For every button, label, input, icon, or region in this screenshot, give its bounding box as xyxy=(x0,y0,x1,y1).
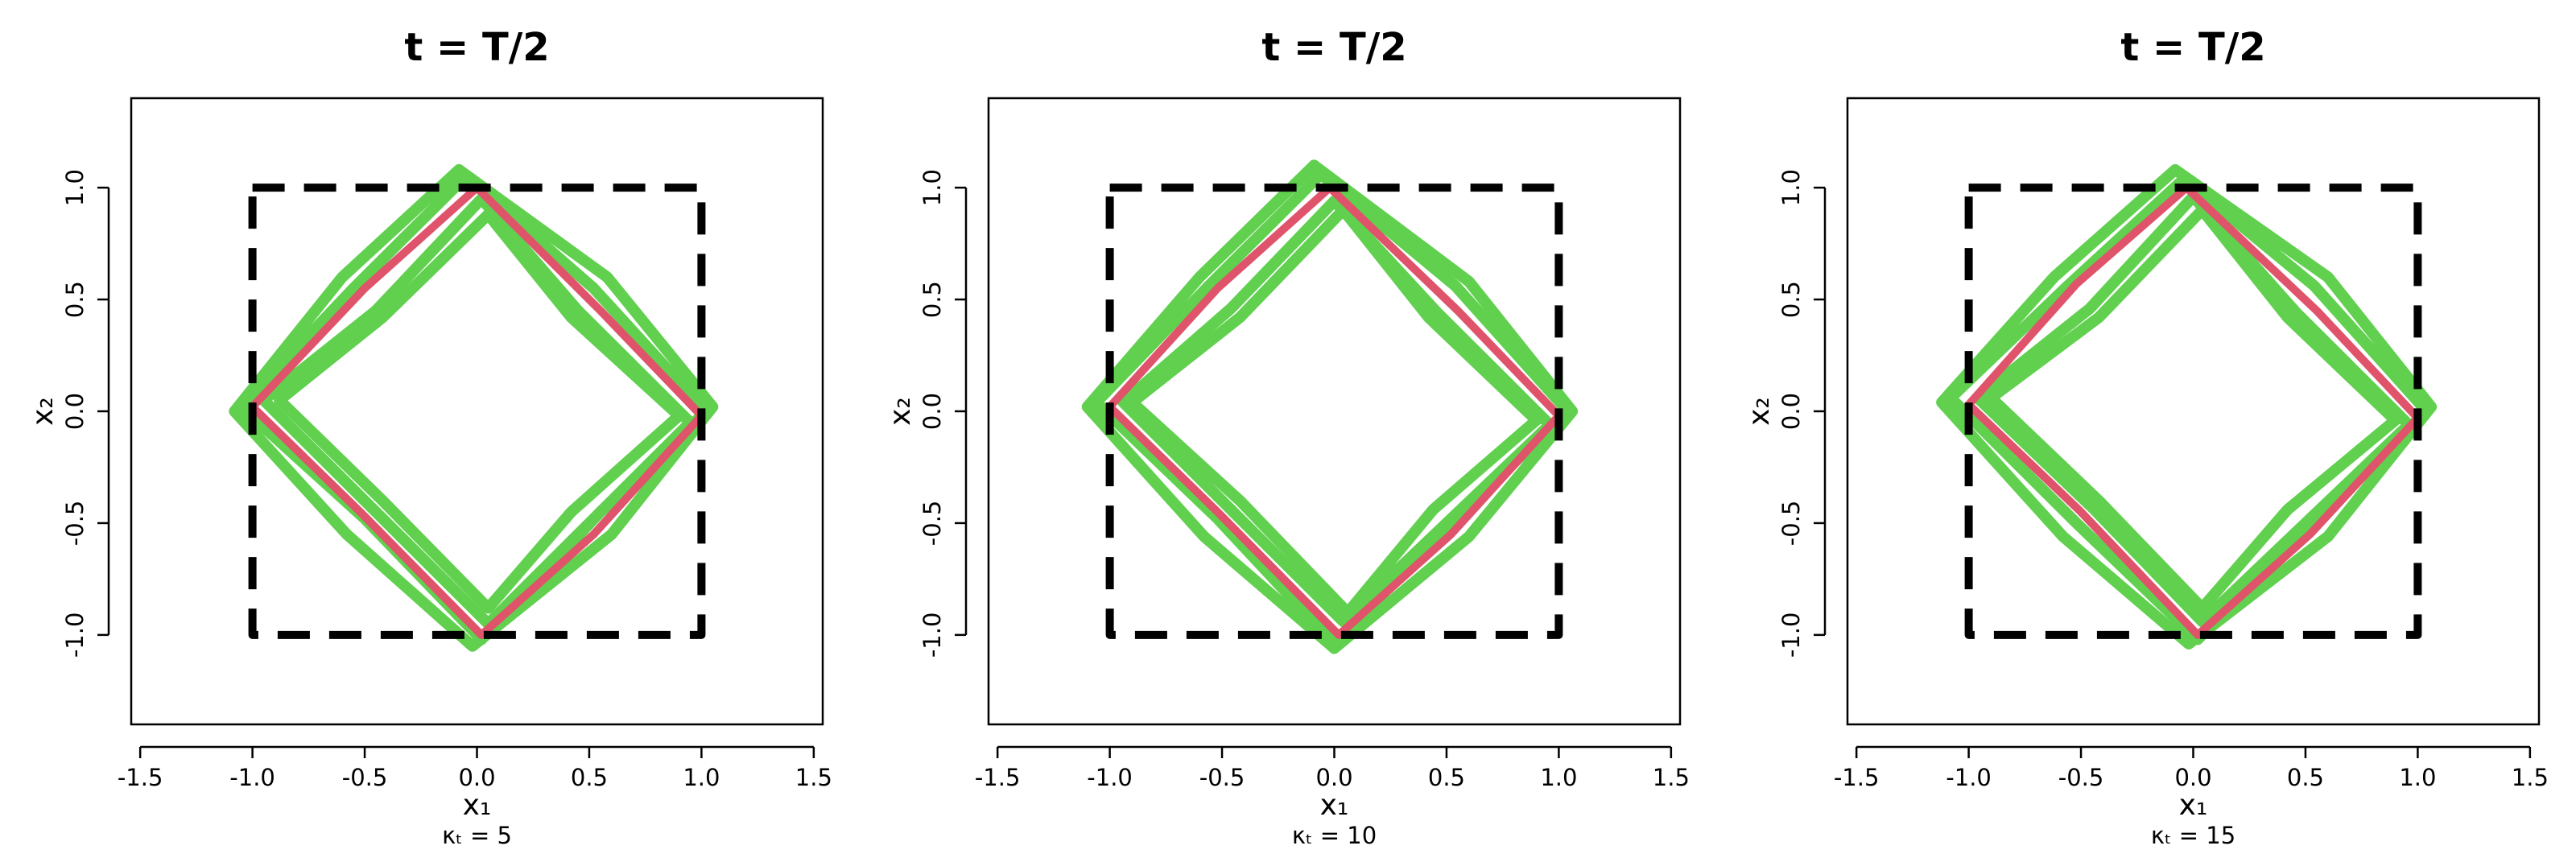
data-line xyxy=(1105,184,1563,639)
y-tick-label: 1.0 xyxy=(1777,169,1805,206)
y-tick-label: -1.0 xyxy=(61,613,89,658)
x-tick-label: -1.0 xyxy=(229,764,275,791)
data-line xyxy=(1945,173,2433,646)
y-tick-label: 0.0 xyxy=(61,393,89,430)
data-line xyxy=(1964,184,2422,639)
x-tick-label: 1.0 xyxy=(683,764,720,791)
x-tick-label: -1.5 xyxy=(975,764,1021,791)
x-tick-label: 1.5 xyxy=(795,764,832,791)
data-line xyxy=(1090,168,1574,650)
y-tick-label: 0.0 xyxy=(919,393,946,430)
x-tick-label: 1.5 xyxy=(2512,764,2549,791)
data-line xyxy=(274,208,685,614)
plot-area xyxy=(229,163,719,652)
x-tick-label: 1.5 xyxy=(1653,764,1690,791)
data-line xyxy=(248,184,706,639)
panel: t = T/2 -1.5 -1.0 -0.5 0.0 0.5 1.0 1.5 -1.0 -0.5 0… xyxy=(1743,25,2549,849)
x-tick-label: -1.0 xyxy=(1087,764,1133,791)
y-tick-label: -1.0 xyxy=(1777,613,1805,658)
y-tick-label: -0.5 xyxy=(61,501,89,547)
x-tick-label: 0.5 xyxy=(2287,764,2324,791)
plot-area xyxy=(1081,159,1579,654)
y-tick-label: -0.5 xyxy=(919,501,946,547)
x-axis-label: x₁ xyxy=(463,789,492,822)
data-line xyxy=(1126,204,1542,619)
x-axis-label: x₁ xyxy=(1320,789,1349,822)
y-tick-label: 0.0 xyxy=(1777,393,1805,430)
x-tick-label: 0.0 xyxy=(458,764,495,791)
y-tick-label: 1.0 xyxy=(919,169,946,206)
panel: t = T/2 -1.5 -1.0 -0.5 0.0 0.5 1.0 1.5 -1.0 -0.5 0… xyxy=(884,25,1690,849)
subtitle: κₜ = 15 xyxy=(2151,822,2235,849)
subtitle: κₜ = 10 xyxy=(1292,822,1377,849)
data-line xyxy=(1985,204,2401,614)
y-axis-label: x₂ xyxy=(27,397,60,426)
data-line xyxy=(1936,163,2438,650)
x-tick-label: 0.5 xyxy=(1428,764,1465,791)
panel: t = T/2 -1.5 -1.0 -0.5 0.0 0.5 1.0 1.5 -1.0 -0.5 0… xyxy=(27,25,832,849)
x-tick-label: 0.0 xyxy=(2174,764,2211,791)
data-line xyxy=(229,163,719,652)
chart-title: t = T/2 xyxy=(2120,25,2265,70)
data-line xyxy=(1971,191,2415,628)
x-tick-label: -1.0 xyxy=(1946,764,1992,791)
plot-area xyxy=(1936,163,2438,650)
x-tick-label: 1.0 xyxy=(2399,764,2436,791)
y-tick-label: 0.5 xyxy=(1777,281,1805,318)
data-line xyxy=(1964,184,2422,639)
y-axis-label: x₂ xyxy=(884,397,917,426)
x-axis-label: x₁ xyxy=(2179,789,2208,822)
data-line xyxy=(1105,184,1563,639)
y-tick-label: 0.5 xyxy=(919,281,946,318)
x-tick-label: -0.5 xyxy=(342,764,388,791)
chart-title: t = T/2 xyxy=(404,25,549,70)
subtitle: κₜ = 5 xyxy=(442,822,512,849)
plot-frame xyxy=(987,97,1682,726)
x-tick-label: 0.5 xyxy=(571,764,608,791)
chart-title: t = T/2 xyxy=(1261,25,1406,70)
y-tick-label: -1.0 xyxy=(919,613,946,658)
data-line xyxy=(248,184,706,639)
data-line xyxy=(235,171,712,646)
x-tick-label: -1.5 xyxy=(118,764,163,791)
x-tick-label: 0.0 xyxy=(1315,764,1352,791)
y-tick-label: 0.5 xyxy=(61,281,89,318)
plot-frame xyxy=(130,97,824,726)
y-axis-label: x₂ xyxy=(1743,397,1776,426)
x-tick-label: -1.5 xyxy=(1834,764,1880,791)
data-line xyxy=(258,193,696,629)
y-tick-label: 1.0 xyxy=(61,169,89,206)
x-tick-label: -0.5 xyxy=(2058,764,2104,791)
plot-frame xyxy=(1846,97,2541,726)
y-tick-label: -0.5 xyxy=(1777,501,1805,547)
x-tick-label: 1.0 xyxy=(1540,764,1577,791)
data-line xyxy=(1117,195,1556,628)
x-tick-label: -0.5 xyxy=(1199,764,1245,791)
data-line xyxy=(1081,159,1579,654)
